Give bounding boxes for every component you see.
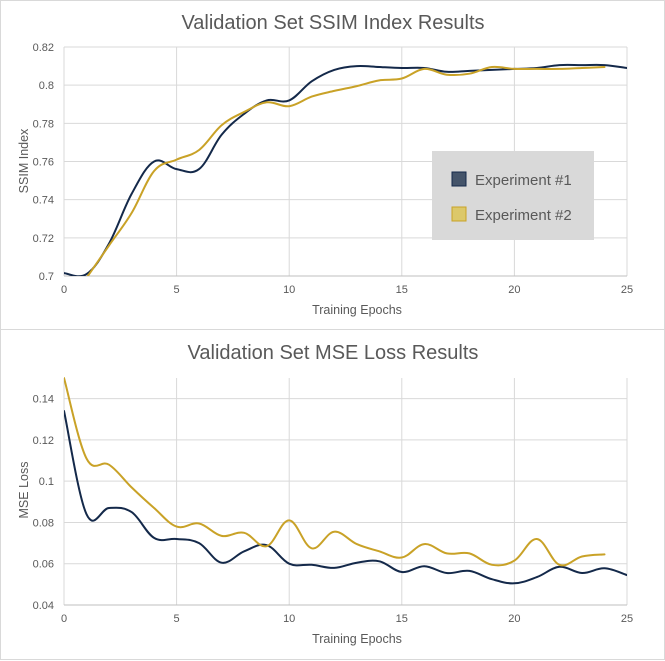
y-tick-label: 0.76 xyxy=(33,157,54,169)
chart-title: Validation Set SSIM Index Results xyxy=(181,12,484,34)
legend-label-experiment-2: Experiment #2 xyxy=(475,207,572,224)
ssim-chart-panel: Validation Set SSIM Index Results 0 5 10 15… xyxy=(0,0,665,330)
x-tick-label: 25 xyxy=(621,284,633,296)
y-tick-label: 0.7 xyxy=(39,271,54,283)
y-tick-label: 0.12 xyxy=(33,435,54,447)
legend-background xyxy=(432,151,594,240)
y-tick-label: 0.72 xyxy=(33,233,54,245)
x-axis-label: Training Epochs xyxy=(312,303,402,317)
y-tick-label: 0.08 xyxy=(33,517,54,529)
series-line-experiment-2 xyxy=(86,65,606,276)
x-tick-label: 15 xyxy=(396,284,408,296)
y-tick-label: 0.1 xyxy=(39,476,54,488)
x-tick-label: 0 xyxy=(61,284,67,296)
x-tick-label: 5 xyxy=(174,613,180,625)
legend-swatch-experiment-1 xyxy=(451,171,467,187)
y-tick-label: 0.14 xyxy=(33,394,54,406)
y-tick-label: 0.06 xyxy=(33,559,54,571)
mse-chart-panel: Validation Set MSE Loss Results 0 5 10 15 20… xyxy=(0,329,665,660)
ssim-chart: Validation Set SSIM Index Results 0 5 10 15… xyxy=(17,12,633,317)
x-tick-label: 0 xyxy=(61,613,67,625)
x-axis-label: Training Epochs xyxy=(312,632,402,646)
x-tick-label: 20 xyxy=(508,284,520,296)
x-tick-label: 20 xyxy=(508,613,520,625)
series-line-experiment-2 xyxy=(64,377,606,567)
mse-chart: Validation Set MSE Loss Results 0 5 10 15 20… xyxy=(17,342,633,646)
x-tick-label: 15 xyxy=(396,613,408,625)
legend-swatch-experiment-2 xyxy=(451,206,467,222)
x-tick-label: 10 xyxy=(283,284,295,296)
x-tick-label: 10 xyxy=(283,613,295,625)
chart-title: Validation Set MSE Loss Results xyxy=(188,342,479,364)
x-tick-label: 5 xyxy=(174,284,180,296)
y-tick-label: 0.04 xyxy=(33,600,54,612)
legend-label-experiment-1: Experiment #1 xyxy=(475,172,572,189)
series-line-experiment-1 xyxy=(64,410,627,585)
y-axis-label: SSIM Index xyxy=(17,128,31,193)
legend: Experiment #1 Experiment #2 xyxy=(432,151,594,240)
y-tick-label: 0.78 xyxy=(33,118,54,130)
x-tick-label: 25 xyxy=(621,613,633,625)
y-tick-label: 0.82 xyxy=(33,42,54,54)
y-axis-label: MSE Loss xyxy=(17,462,31,519)
y-tick-label: 0.74 xyxy=(33,195,54,207)
y-tick-label: 0.8 xyxy=(39,80,54,92)
